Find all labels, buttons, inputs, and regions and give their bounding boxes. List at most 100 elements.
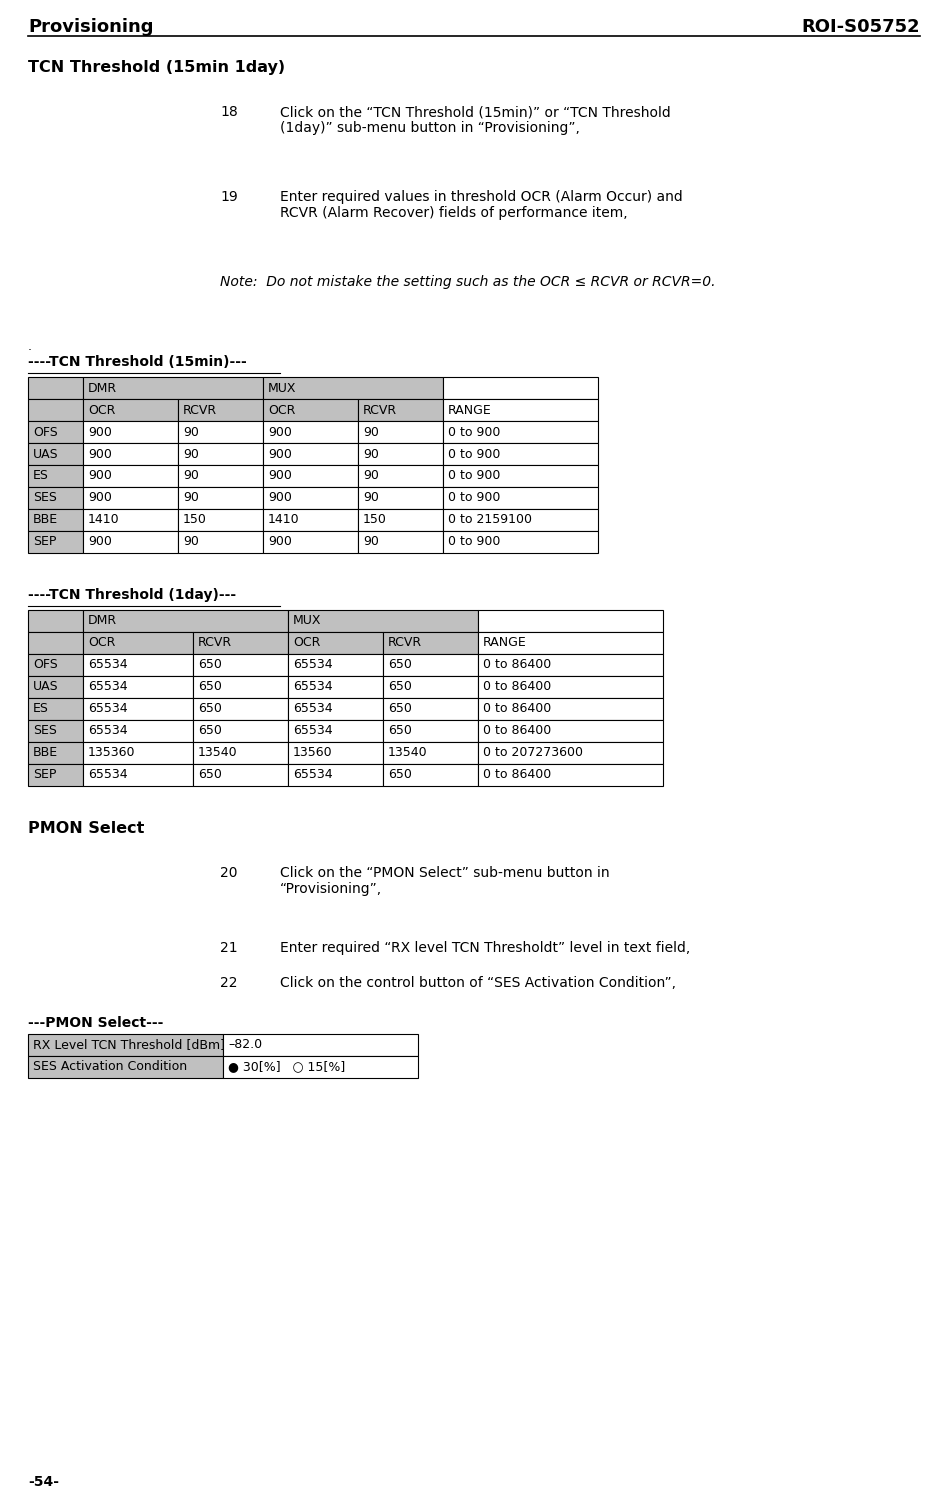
Text: 65534: 65534 bbox=[293, 724, 332, 738]
Bar bbox=[443, 532, 598, 552]
Bar bbox=[288, 699, 382, 720]
Bar bbox=[262, 532, 358, 552]
Text: SES Activation Condition: SES Activation Condition bbox=[33, 1060, 187, 1073]
Bar bbox=[83, 720, 193, 742]
Text: 90: 90 bbox=[362, 448, 379, 460]
Text: DMR: DMR bbox=[88, 615, 117, 627]
Text: 65534: 65534 bbox=[88, 658, 127, 672]
Text: 65534: 65534 bbox=[293, 658, 332, 672]
Bar bbox=[177, 509, 262, 532]
Bar bbox=[478, 720, 663, 742]
Text: DMR: DMR bbox=[88, 382, 117, 394]
Bar bbox=[478, 654, 663, 676]
Text: 90: 90 bbox=[183, 448, 198, 460]
Text: 900: 900 bbox=[268, 448, 292, 460]
Bar bbox=[83, 699, 193, 720]
Text: PMON Select: PMON Select bbox=[28, 821, 144, 836]
Text: OCR: OCR bbox=[88, 403, 115, 417]
Bar bbox=[28, 720, 83, 742]
Text: 90: 90 bbox=[362, 536, 379, 548]
Bar bbox=[358, 487, 443, 509]
Bar bbox=[28, 676, 83, 699]
Text: MUX: MUX bbox=[293, 615, 321, 627]
Text: 90: 90 bbox=[183, 426, 198, 439]
Bar bbox=[193, 654, 288, 676]
Text: RCVR: RCVR bbox=[362, 403, 396, 417]
Bar bbox=[28, 742, 83, 764]
Text: 0 to 2159100: 0 to 2159100 bbox=[447, 514, 531, 527]
Text: MUX: MUX bbox=[268, 382, 296, 394]
Text: 0 to 900: 0 to 900 bbox=[447, 491, 499, 505]
Text: RANGE: RANGE bbox=[447, 403, 491, 417]
Text: ----TCN Threshold (15min)---: ----TCN Threshold (15min)--- bbox=[28, 355, 246, 369]
Text: 0 to 86400: 0 to 86400 bbox=[482, 681, 550, 694]
Bar bbox=[83, 487, 177, 509]
Bar bbox=[443, 378, 598, 399]
Bar bbox=[358, 399, 443, 421]
Bar bbox=[193, 676, 288, 699]
Bar bbox=[262, 421, 358, 443]
Text: 0 to 207273600: 0 to 207273600 bbox=[482, 746, 582, 760]
Text: 900: 900 bbox=[268, 491, 292, 505]
Bar bbox=[262, 509, 358, 532]
Text: RCVR: RCVR bbox=[183, 403, 217, 417]
Bar bbox=[478, 764, 663, 785]
Bar bbox=[358, 464, 443, 487]
Text: 900: 900 bbox=[268, 426, 292, 439]
Text: 900: 900 bbox=[88, 536, 111, 548]
Text: OFS: OFS bbox=[33, 658, 58, 672]
Text: 900: 900 bbox=[88, 448, 111, 460]
Text: 650: 650 bbox=[388, 658, 412, 672]
Text: RANGE: RANGE bbox=[482, 636, 526, 649]
Bar bbox=[83, 421, 177, 443]
Text: Enter required “RX level TCN Thresholdt” level in text field,: Enter required “RX level TCN Thresholdt”… bbox=[279, 941, 689, 956]
Text: 650: 650 bbox=[198, 681, 222, 694]
Bar bbox=[28, 611, 83, 632]
Bar bbox=[478, 742, 663, 764]
Bar bbox=[382, 699, 478, 720]
Text: 650: 650 bbox=[388, 703, 412, 715]
Bar bbox=[83, 654, 193, 676]
Bar bbox=[443, 443, 598, 464]
Text: 1410: 1410 bbox=[268, 514, 299, 527]
Text: Enter required values in threshold OCR (Alarm Occur) and
RCVR (Alarm Recover) fi: Enter required values in threshold OCR (… bbox=[279, 190, 682, 219]
Bar bbox=[443, 509, 598, 532]
Bar bbox=[28, 443, 83, 464]
Text: OFS: OFS bbox=[33, 426, 58, 439]
Bar bbox=[358, 443, 443, 464]
Bar bbox=[28, 654, 83, 676]
Bar bbox=[83, 764, 193, 785]
Bar bbox=[478, 632, 663, 654]
Text: 0 to 86400: 0 to 86400 bbox=[482, 703, 550, 715]
Bar bbox=[83, 378, 262, 399]
Bar bbox=[288, 611, 478, 632]
Text: 650: 650 bbox=[388, 724, 412, 738]
Text: 900: 900 bbox=[88, 426, 111, 439]
Text: OCR: OCR bbox=[88, 636, 115, 649]
Bar bbox=[28, 1056, 223, 1078]
Bar bbox=[358, 509, 443, 532]
Text: 22: 22 bbox=[220, 976, 237, 990]
Bar bbox=[83, 509, 177, 532]
Text: 65534: 65534 bbox=[88, 769, 127, 781]
Bar bbox=[28, 532, 83, 552]
Text: 900: 900 bbox=[88, 469, 111, 482]
Text: Note:  Do not mistake the setting such as the OCR ≤ RCVR or RCVR=0.: Note: Do not mistake the setting such as… bbox=[220, 275, 715, 290]
Bar bbox=[288, 720, 382, 742]
Bar bbox=[193, 742, 288, 764]
Bar bbox=[262, 378, 443, 399]
Text: Provisioning: Provisioning bbox=[28, 18, 153, 36]
Text: 65534: 65534 bbox=[293, 769, 332, 781]
Text: Click on the control button of “SES Activation Condition”,: Click on the control button of “SES Acti… bbox=[279, 976, 675, 990]
Bar bbox=[83, 742, 193, 764]
Bar bbox=[83, 676, 193, 699]
Bar bbox=[28, 1035, 223, 1056]
Bar bbox=[28, 464, 83, 487]
Text: 650: 650 bbox=[388, 681, 412, 694]
Bar bbox=[28, 487, 83, 509]
Bar bbox=[177, 443, 262, 464]
Text: ES: ES bbox=[33, 469, 49, 482]
Bar bbox=[193, 632, 288, 654]
Text: SEP: SEP bbox=[33, 536, 57, 548]
Text: 65534: 65534 bbox=[88, 703, 127, 715]
